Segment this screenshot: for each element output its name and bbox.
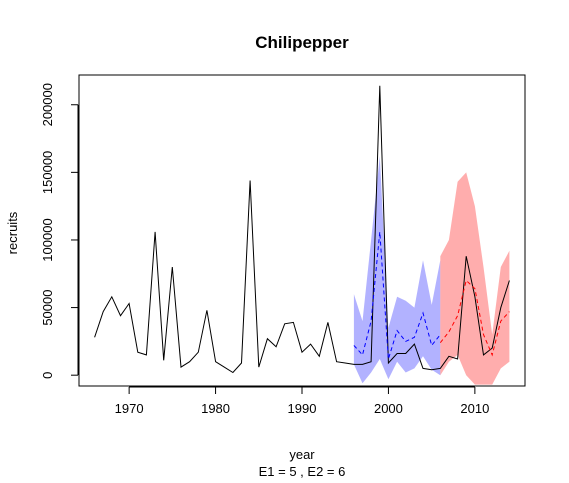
chart-title: Chilipepper (255, 33, 349, 52)
axes: 1970 1980 1990 2000 2010 0 50000 100000 150000 20… (40, 83, 489, 416)
y-tick-label: 0 (40, 372, 55, 379)
y-axis-label: recruits (5, 211, 20, 254)
observed-recruits-line (94, 85, 510, 374)
x-tick-label: 1970 (115, 401, 144, 416)
e2-mean-line (439, 279, 510, 357)
x-tick-label: 2010 (460, 401, 489, 416)
y-tick-label: 200000 (40, 83, 55, 126)
x-axis-label: year (289, 447, 315, 462)
x-tick-label: 2000 (374, 401, 403, 416)
y-tick-label: 100000 (40, 218, 55, 261)
y-tick-label: 150000 (40, 151, 55, 194)
series-lines (94, 85, 510, 374)
prediction-bands (353, 156, 510, 385)
e1-interval-band (353, 156, 441, 384)
e2-interval-band (440, 172, 510, 385)
chart-subtitle: E1 = 5 , E2 = 6 (259, 464, 346, 479)
plot-frame (78, 74, 526, 387)
x-tick-label: 1990 (288, 401, 317, 416)
x-tick-label: 1980 (201, 401, 230, 416)
y-tick-label: 50000 (40, 290, 55, 326)
e1-mean-line (353, 231, 441, 360)
